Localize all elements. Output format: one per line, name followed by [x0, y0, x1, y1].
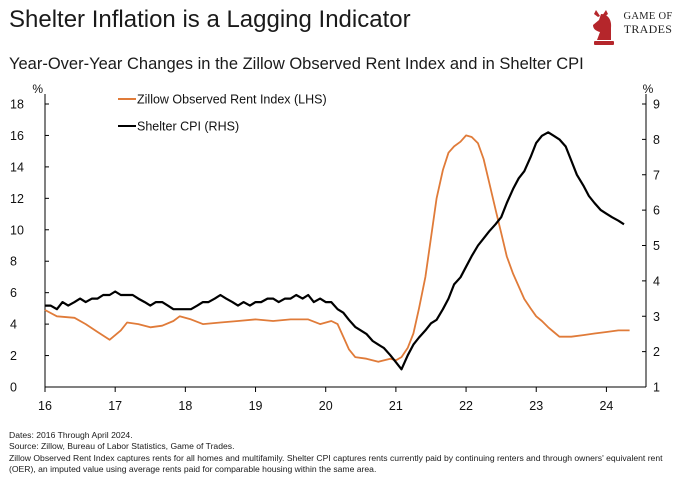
footer-dates: Dates: 2016 Through April 2024. — [9, 430, 133, 440]
x-tick-label: 21 — [389, 399, 403, 413]
left-tick-label: 18 — [10, 98, 24, 112]
left-tick-label: 16 — [10, 129, 24, 143]
x-axis: 16 17 18 19 20 21 22 23 24 — [38, 386, 646, 413]
series-zillow-line — [44, 134, 630, 363]
x-tick-label: 20 — [319, 399, 333, 413]
left-axis-unit: % — [32, 82, 43, 96]
right-tick-label: 1 — [653, 381, 660, 395]
right-tick-label: 9 — [653, 98, 660, 112]
series-shelter-cpi-line — [45, 131, 625, 371]
footer-notes: Dates: 2016 Through April 2024. Source: … — [9, 430, 674, 476]
right-tick-label: 6 — [653, 204, 660, 218]
x-tick-label: 22 — [459, 399, 473, 413]
right-tick-label: 3 — [653, 310, 660, 324]
right-axis: % 1 2 3 4 5 6 7 8 9 — [642, 82, 660, 395]
footer-note: Zillow Observed Rent Index captures rent… — [9, 452, 663, 475]
legend-label: Zillow Observed Rent Index (LHS) — [137, 93, 327, 107]
left-tick-label: 6 — [10, 286, 17, 300]
logo-line-1: GAME OF — [623, 11, 673, 22]
logo-knight — [593, 10, 614, 45]
right-tick-label: 7 — [653, 168, 660, 182]
logo-text: GAME OF TRADES — [620, 10, 676, 36]
x-tick-label: 23 — [529, 399, 543, 413]
left-tick-label: 10 — [10, 223, 24, 237]
left-tick-label: 4 — [10, 318, 17, 332]
left-tick-label: 8 — [10, 255, 17, 269]
right-tick-label: 5 — [653, 239, 660, 253]
right-axis-unit: % — [643, 82, 654, 96]
x-tick-label: 19 — [249, 399, 263, 413]
footer-source: Source: Zillow, Bureau of Labor Statisti… — [9, 441, 235, 452]
chart-title: Shelter Inflation is a Lagging Indicator — [9, 6, 411, 33]
x-tick-label: 16 — [38, 399, 52, 413]
left-tick-label: 12 — [10, 192, 24, 206]
legend: Zillow Observed Rent Index (LHS) Shelter … — [118, 93, 327, 134]
left-tick-label: 14 — [10, 160, 24, 174]
right-tick-label: 8 — [653, 133, 660, 147]
left-tick-label: 2 — [10, 349, 17, 363]
x-tick-label: 18 — [178, 399, 192, 413]
left-tick-label: 0 — [10, 381, 17, 395]
x-tick-label: 24 — [599, 399, 613, 413]
right-tick-label: 4 — [653, 274, 660, 288]
legend-label: Shelter CPI (RHS) — [137, 120, 239, 134]
knight-chess-icon — [593, 10, 614, 45]
logo-line-2: TRADES — [623, 22, 673, 36]
x-tick-label: 17 — [108, 399, 122, 413]
series-layer — [44, 131, 630, 371]
right-tick-label: 2 — [653, 345, 660, 359]
left-axis: % 0 2 4 6 8 10 12 14 16 18 — [10, 82, 49, 395]
chart-subtitle: Year-Over-Year Changes in the Zillow Obs… — [9, 55, 584, 73]
